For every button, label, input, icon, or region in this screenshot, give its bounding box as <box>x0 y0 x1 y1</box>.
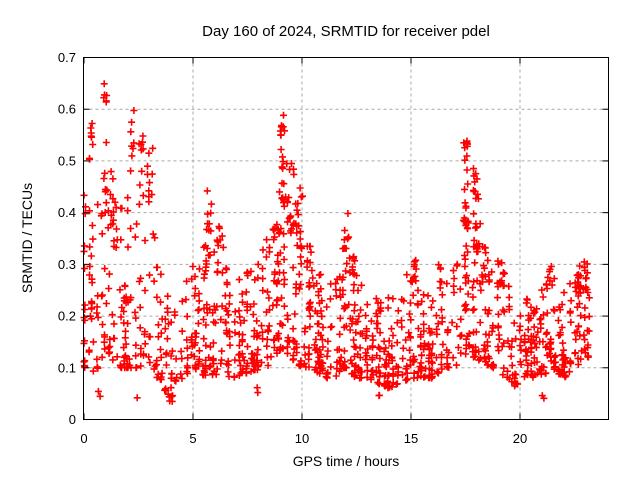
y-tick-label: 0.1 <box>58 360 76 375</box>
y-tick-label: 0.3 <box>58 257 76 272</box>
y-tick-label: 0.5 <box>58 153 76 168</box>
x-tick-label: 5 <box>189 431 196 446</box>
scatter-points <box>80 80 593 405</box>
x-tick-label: 20 <box>513 431 527 446</box>
x-tick-label: 15 <box>404 431 418 446</box>
axes-border-and-ticks <box>83 57 609 420</box>
y-tick-label: 0 <box>69 412 76 427</box>
chart-title: Day 160 of 2024, SRMTID for receiver pde… <box>202 23 490 40</box>
tick-labels: 0 5 10 15 20 0 0.1 0.2 0.3 0.4 0.5 0.6 0.7 <box>58 50 527 446</box>
y-axis-label: SRMTID / TECUs <box>19 183 35 293</box>
y-tick-label: 0.2 <box>58 309 76 324</box>
y-tick-label: 0.6 <box>58 102 76 117</box>
y-tick-label: 0.4 <box>58 205 76 220</box>
x-axis-label: GPS time / hours <box>293 453 400 469</box>
x-tick-label: 10 <box>295 431 309 446</box>
x-tick-label: 0 <box>80 431 87 446</box>
y-tick-label: 0.7 <box>58 50 76 65</box>
